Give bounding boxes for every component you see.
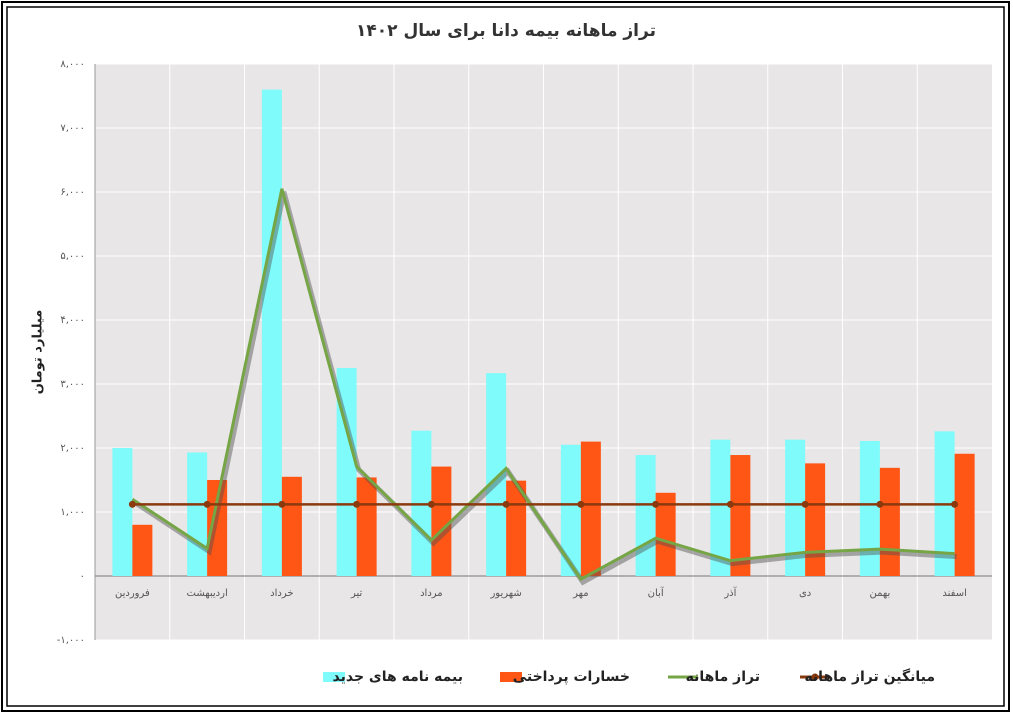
bar bbox=[710, 439, 731, 576]
marker bbox=[876, 500, 884, 508]
marker bbox=[951, 500, 959, 508]
y-tick-label: ۲,۰۰۰ bbox=[60, 443, 85, 454]
y-tick-label: ۳,۰۰۰ bbox=[60, 379, 85, 390]
x-tick-label: اردیبهشت bbox=[187, 588, 228, 599]
y-tick-label: ۴,۰۰۰ bbox=[60, 315, 85, 326]
bar bbox=[655, 492, 676, 576]
bar bbox=[560, 444, 581, 576]
bar bbox=[336, 368, 357, 576]
line bbox=[131, 188, 955, 582]
marker bbox=[801, 500, 809, 508]
y-tick-label: ۷,۰۰۰ bbox=[60, 123, 85, 134]
bar bbox=[879, 467, 900, 576]
inner-frame bbox=[6, 6, 1005, 707]
marker bbox=[427, 500, 435, 508]
y-tick-label: ۵,۰۰۰ bbox=[60, 251, 85, 262]
marker bbox=[278, 500, 286, 508]
bar bbox=[785, 439, 806, 576]
bar bbox=[281, 476, 302, 576]
marker bbox=[652, 500, 660, 508]
marker bbox=[128, 500, 136, 508]
legend-swatch bbox=[500, 672, 522, 682]
x-tick-label: بهمن bbox=[869, 588, 890, 599]
marker bbox=[726, 500, 734, 508]
bar bbox=[486, 373, 507, 576]
bar bbox=[132, 524, 153, 576]
marker bbox=[353, 500, 361, 508]
x-tick-label: خرداد bbox=[270, 588, 293, 599]
legend-swatch bbox=[323, 672, 345, 682]
bar bbox=[635, 455, 656, 576]
x-tick-label: شهریور bbox=[489, 588, 521, 599]
legend-label: خسارات پرداختی bbox=[513, 669, 630, 685]
x-tick-label: مهر bbox=[572, 588, 588, 599]
y-tick-label: ۸,۰۰۰ bbox=[60, 59, 85, 70]
bar bbox=[805, 463, 826, 576]
bar bbox=[356, 477, 377, 576]
x-tick-label: اسفند bbox=[942, 588, 966, 599]
y-tick-label: ۰ bbox=[80, 571, 85, 582]
marker bbox=[577, 500, 585, 508]
bar bbox=[187, 452, 208, 576]
x-tick-label: فروردین bbox=[115, 588, 150, 599]
marker bbox=[203, 500, 211, 508]
y-axis-label: میلیارد تومان bbox=[31, 310, 46, 395]
bar bbox=[580, 441, 601, 576]
legend-label: بیمه نامه های جدید bbox=[333, 669, 463, 685]
y-tick-label: -۱,۰۰۰ bbox=[57, 635, 85, 646]
x-tick-label: دی bbox=[799, 588, 811, 599]
bar bbox=[859, 440, 880, 576]
y-tick-label: ۱,۰۰۰ bbox=[60, 507, 85, 518]
marker bbox=[502, 500, 510, 508]
legend-label: تراز ماهانه bbox=[686, 669, 760, 685]
chart-title: تراز ماهانه بیمه دانا برای سال ۱۴۰۲ bbox=[356, 21, 656, 41]
bar bbox=[954, 453, 975, 576]
legend-label: میانگین تراز ماهانه bbox=[804, 668, 935, 685]
legend-marker bbox=[811, 673, 819, 681]
x-tick-label: مرداد bbox=[420, 588, 443, 599]
bar bbox=[431, 466, 452, 576]
y-tick-label: ۶,۰۰۰ bbox=[60, 187, 85, 198]
bar bbox=[730, 455, 751, 576]
bar bbox=[112, 448, 133, 576]
x-tick-label: آبان bbox=[648, 586, 665, 599]
x-tick-label: آذر bbox=[723, 586, 737, 599]
x-tick-label: تیر bbox=[350, 588, 363, 599]
